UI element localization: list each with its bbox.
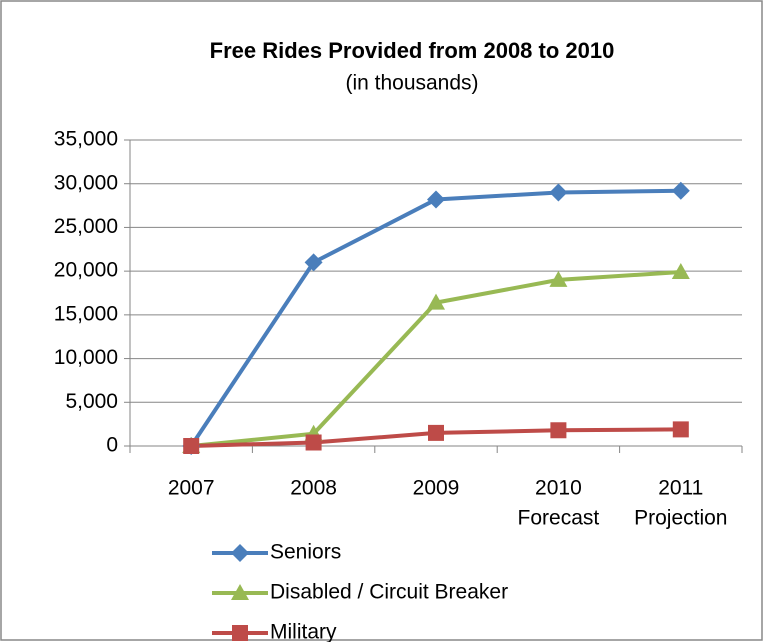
x-tick-label: 2007 [168,477,215,500]
marker [428,424,444,441]
marker [549,183,568,202]
legend-marker [231,544,249,562]
marker [427,190,445,209]
marker [672,421,689,438]
marker [183,438,200,454]
marker [549,270,568,287]
marker [427,293,445,310]
y-tick-label: 25,000 [54,215,118,238]
legend-marker [232,625,248,641]
y-tick-label: 30,000 [54,171,118,194]
marker [304,253,323,272]
legend-label: Disabled / Circuit Breaker [270,581,508,604]
chart-title: Free Rides Provided from 2008 to 2010 [210,38,615,63]
y-tick-label: 0 [106,434,118,457]
y-tick-label: 20,000 [54,259,118,282]
x-tick-label: 2011 [658,477,703,500]
x-tick-label: 2008 [290,477,337,500]
y-tick-label: 10,000 [54,346,118,369]
chart-subtitle: (in thousands) [345,72,478,95]
marker [550,422,567,439]
legend-marker [231,584,249,600]
x-tick-label: 2010 [535,477,582,500]
y-tick-label: 35,000 [54,128,118,151]
marker [305,434,322,451]
x-tick-sublabel: Forecast [518,507,600,530]
x-tick-sublabel: Projection [634,507,727,530]
legend-label: Military [270,621,337,642]
x-tick-label: 2009 [413,477,460,500]
y-tick-label: 15,000 [54,302,118,325]
marker [671,181,690,200]
legend-label: Seniors [270,541,341,564]
marker [671,263,690,280]
y-tick-label: 5,000 [65,390,118,413]
